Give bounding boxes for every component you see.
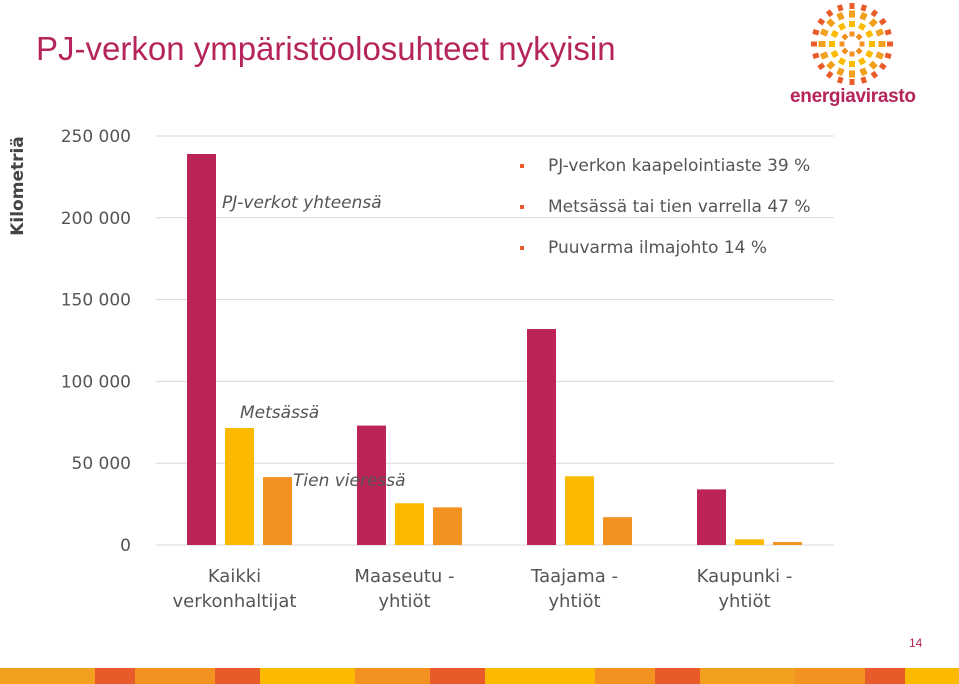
y-tick-label: 250 000 xyxy=(61,127,131,147)
x-tick-label: yhtiöt xyxy=(718,591,770,612)
x-tick-label: Taajama - xyxy=(530,566,618,587)
x-tick-labels: Kaikki verkonhaltijat Maaseutu - yhtiöt Taaj… xyxy=(173,566,793,612)
bullet-text: Metsässä tai tien varrella 47 % xyxy=(548,197,811,217)
chart-annotation: PJ-verkot yhteensä xyxy=(222,193,382,213)
y-tick-label: 200 000 xyxy=(61,209,131,229)
y-tick-label: 0 xyxy=(120,536,131,556)
bar xyxy=(565,476,594,545)
summary-bullets: PJ-verkon kaapelointiaste 39 % Metsässä … xyxy=(520,154,811,277)
bullet-text: Puuvarma ilmajohto 14 % xyxy=(548,238,768,258)
bar xyxy=(603,517,632,545)
x-tick-label: Maaseutu - xyxy=(354,566,454,587)
x-tick-label: Kaupunki - xyxy=(697,566,793,587)
y-tick-labels: 0 50 000 100 000 150 000 200 000 250 000 xyxy=(61,127,131,556)
chart-bars xyxy=(187,153,802,545)
chart-annotation: Tien vieressä xyxy=(293,471,406,491)
x-tick-label: yhtiöt xyxy=(378,591,430,612)
logo-text: energiavirasto xyxy=(790,86,916,107)
bullet-item: Puuvarma ilmajohto 14 % xyxy=(520,236,811,277)
x-tick-label: Kaikki xyxy=(208,566,261,587)
bullet-dot-icon xyxy=(520,246,524,250)
chart-annotation: Metsässä xyxy=(240,403,319,423)
page-title: PJ-verkon ympäristöolosuhteet nykyisin xyxy=(36,30,616,67)
x-tick-label: verkonhaltijat xyxy=(173,591,297,612)
y-tick-label: 150 000 xyxy=(61,291,131,311)
bar xyxy=(773,542,802,545)
bar xyxy=(735,539,764,545)
footer-color-strip xyxy=(0,668,959,684)
bar xyxy=(187,153,216,545)
bullet-item: Metsässä tai tien varrella 47 % xyxy=(520,195,811,236)
page-number: 14 xyxy=(909,636,923,650)
bar xyxy=(263,477,292,545)
y-tick-label: 100 000 xyxy=(61,372,131,392)
y-tick-label: 50 000 xyxy=(72,454,131,474)
bar xyxy=(395,503,424,545)
bar xyxy=(527,329,556,545)
bar xyxy=(357,425,386,545)
x-tick-label: yhtiöt xyxy=(548,591,600,612)
sunburst-logo-icon xyxy=(811,3,893,85)
chart-annotations: PJ-verkot yhteensä Metsässä Tien vieressä xyxy=(222,193,406,491)
bullet-text: PJ-verkon kaapelointiaste 39 % xyxy=(548,156,811,176)
bar xyxy=(225,428,254,545)
bullet-dot-icon xyxy=(520,164,524,168)
bullet-dot-icon xyxy=(520,205,524,209)
bullet-item: PJ-verkon kaapelointiaste 39 % xyxy=(520,154,811,195)
bar xyxy=(433,507,462,545)
bar xyxy=(697,489,726,545)
